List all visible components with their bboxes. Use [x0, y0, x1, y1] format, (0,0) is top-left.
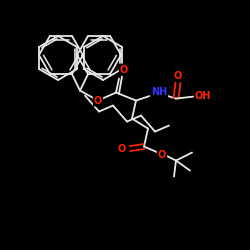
Text: O: O	[158, 150, 166, 160]
Text: O: O	[118, 144, 126, 154]
Text: O: O	[174, 70, 182, 81]
Text: NH: NH	[151, 86, 167, 97]
Text: O: O	[120, 64, 128, 74]
Text: O: O	[94, 96, 102, 106]
Text: OH: OH	[195, 90, 211, 101]
